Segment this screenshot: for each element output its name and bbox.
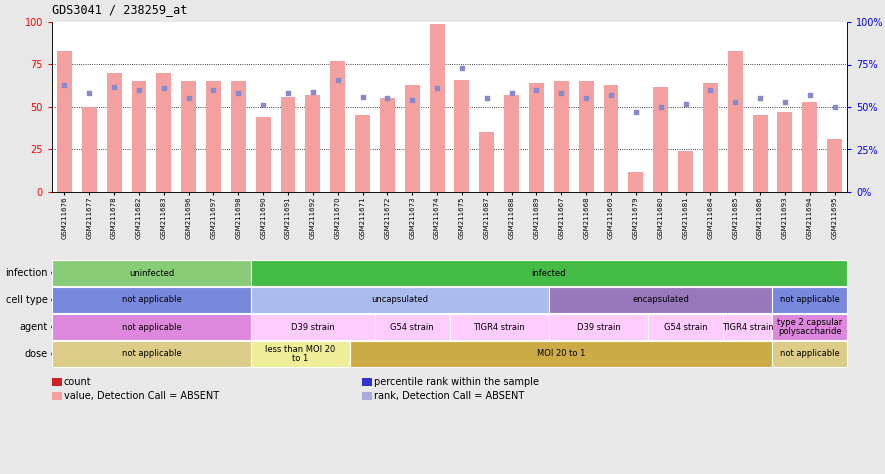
Bar	[827, 139, 842, 192]
Text: not applicable: not applicable	[121, 295, 181, 304]
Text: D39 strain: D39 strain	[291, 322, 335, 331]
Bar	[330, 61, 345, 192]
Bar	[57, 51, 72, 192]
Point	[803, 91, 817, 99]
Bar	[703, 83, 718, 192]
Text: infection: infection	[5, 268, 48, 278]
Bar	[480, 133, 494, 192]
Bar	[256, 117, 271, 192]
Bar	[803, 102, 817, 192]
Bar	[380, 99, 395, 192]
Point	[107, 83, 121, 91]
Bar	[455, 80, 469, 192]
Text: rank, Detection Call = ABSENT: rank, Detection Call = ABSENT	[373, 391, 524, 401]
Point	[181, 95, 196, 102]
Text: uninfected: uninfected	[128, 268, 174, 277]
Point	[430, 84, 444, 92]
Point	[778, 98, 792, 106]
Point	[455, 64, 469, 72]
Bar	[554, 82, 569, 192]
Bar	[281, 97, 296, 192]
Text: percentile rank within the sample: percentile rank within the sample	[373, 377, 539, 387]
Bar	[206, 82, 221, 192]
Point	[281, 90, 295, 97]
Bar	[81, 107, 96, 192]
Text: value, Detection Call = ABSENT: value, Detection Call = ABSENT	[64, 391, 219, 401]
Text: less than MOI 20
to 1: less than MOI 20 to 1	[266, 345, 335, 364]
Point	[82, 90, 96, 97]
Point	[827, 103, 842, 111]
Text: G54 strain: G54 strain	[664, 322, 707, 331]
Bar	[653, 87, 668, 192]
Point	[331, 76, 345, 83]
Bar	[529, 83, 544, 192]
Text: uncapsulated: uncapsulated	[372, 295, 428, 304]
Point	[604, 91, 618, 99]
Text: dose: dose	[25, 349, 48, 359]
Text: GDS3041 / 238259_at: GDS3041 / 238259_at	[52, 3, 188, 16]
Bar	[579, 82, 594, 192]
Text: type 2 capsular
polysaccharide: type 2 capsular polysaccharide	[777, 318, 843, 337]
Text: MOI 20 to 1: MOI 20 to 1	[537, 349, 586, 358]
Text: G54 strain: G54 strain	[390, 322, 434, 331]
Point	[654, 103, 668, 111]
Bar	[231, 82, 246, 192]
Point	[231, 90, 245, 97]
Bar	[404, 85, 419, 192]
Text: not applicable: not applicable	[780, 349, 840, 358]
Point	[157, 84, 171, 92]
Text: D39 strain: D39 strain	[577, 322, 620, 331]
Point	[679, 100, 693, 108]
Bar	[678, 151, 693, 192]
Bar	[604, 85, 619, 192]
Bar	[305, 95, 320, 192]
Point	[753, 95, 767, 102]
Point	[579, 95, 593, 102]
Point	[132, 86, 146, 94]
Bar	[429, 24, 444, 192]
Point	[381, 95, 395, 102]
Point	[405, 96, 419, 104]
Bar	[107, 73, 121, 192]
Point	[306, 88, 320, 95]
Point	[504, 90, 519, 97]
Text: not applicable: not applicable	[121, 349, 181, 358]
Bar	[157, 73, 172, 192]
Point	[704, 86, 718, 94]
Text: infected: infected	[532, 268, 566, 277]
Bar	[181, 82, 196, 192]
Text: not applicable: not applicable	[780, 295, 840, 304]
Bar	[355, 116, 370, 192]
Text: cell type: cell type	[6, 295, 48, 305]
Text: not applicable: not applicable	[121, 322, 181, 331]
Text: count: count	[64, 377, 92, 387]
Text: agent: agent	[19, 322, 48, 332]
Bar	[132, 82, 146, 192]
Bar	[777, 112, 792, 192]
Point	[529, 86, 543, 94]
Point	[256, 101, 270, 109]
Bar	[628, 172, 643, 192]
Point	[206, 86, 220, 94]
Point	[356, 93, 370, 100]
Point	[554, 90, 568, 97]
Bar	[727, 51, 743, 192]
Text: encapsulated: encapsulated	[632, 295, 689, 304]
Point	[728, 98, 743, 106]
Text: TIGR4 strain: TIGR4 strain	[722, 322, 773, 331]
Point	[58, 81, 72, 89]
Point	[628, 108, 643, 116]
Bar	[752, 116, 767, 192]
Text: TIGR4 strain: TIGR4 strain	[473, 322, 525, 331]
Bar	[504, 95, 519, 192]
Point	[480, 95, 494, 102]
